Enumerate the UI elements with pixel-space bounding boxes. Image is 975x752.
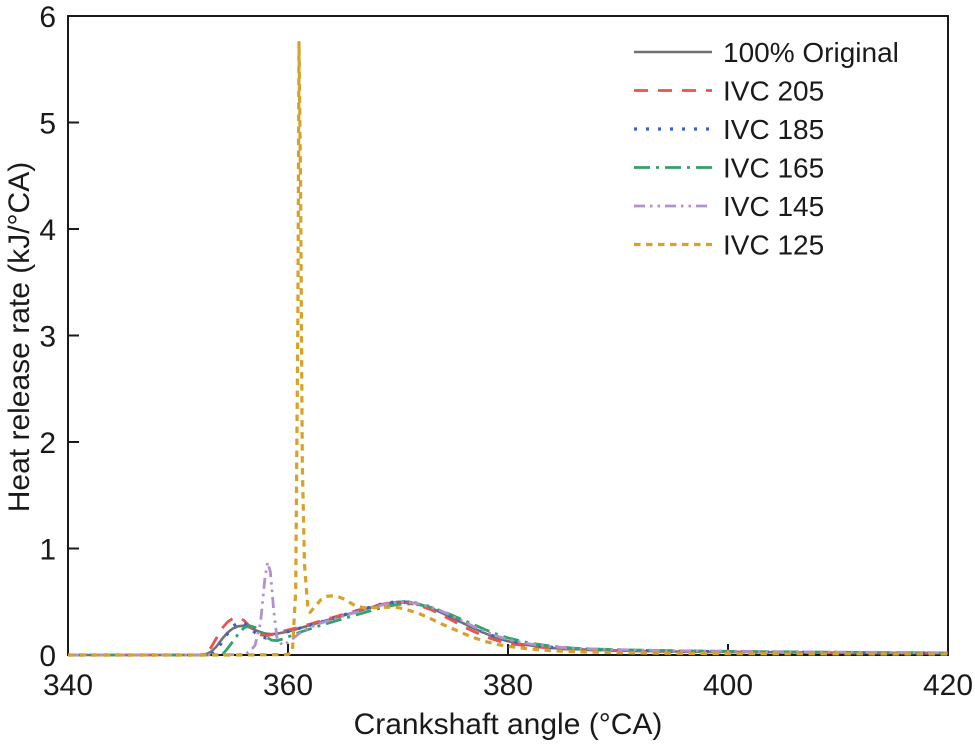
legend-label: IVC 145 [723, 191, 824, 222]
x-tick-label: 360 [263, 669, 313, 702]
legend-label: IVC 125 [723, 230, 824, 261]
x-tick-label: 400 [703, 669, 753, 702]
y-tick-label: 1 [39, 534, 56, 567]
legend-label: IVC 205 [723, 76, 824, 107]
legend-label: IVC 185 [723, 114, 824, 145]
series-line-ivc-165 [68, 602, 949, 657]
x-tick-label: 420 [923, 669, 973, 702]
series-line-ivc-205 [68, 600, 949, 657]
x-tick-label: 380 [483, 669, 533, 702]
y-tick-label: 6 [39, 1, 56, 34]
y-tick-label: 0 [39, 640, 56, 673]
series-line-ivc-125 [68, 41, 949, 657]
plot-border [67, 15, 949, 656]
legend-label: IVC 165 [723, 153, 824, 184]
y-tick-label: 3 [39, 321, 56, 354]
x-axis-title: Crankshaft angle (°CA) [353, 708, 663, 741]
legend-label: 100% Original [723, 37, 899, 68]
y-tick-label: 2 [39, 427, 56, 460]
x-tick-label: 340 [43, 669, 93, 702]
series-line-ivc-145 [68, 560, 949, 657]
y-tick-label: 5 [39, 108, 56, 141]
y-tick-label: 4 [39, 214, 56, 247]
y-axis-title: Heat release rate (kJ/°CA) [3, 161, 36, 513]
